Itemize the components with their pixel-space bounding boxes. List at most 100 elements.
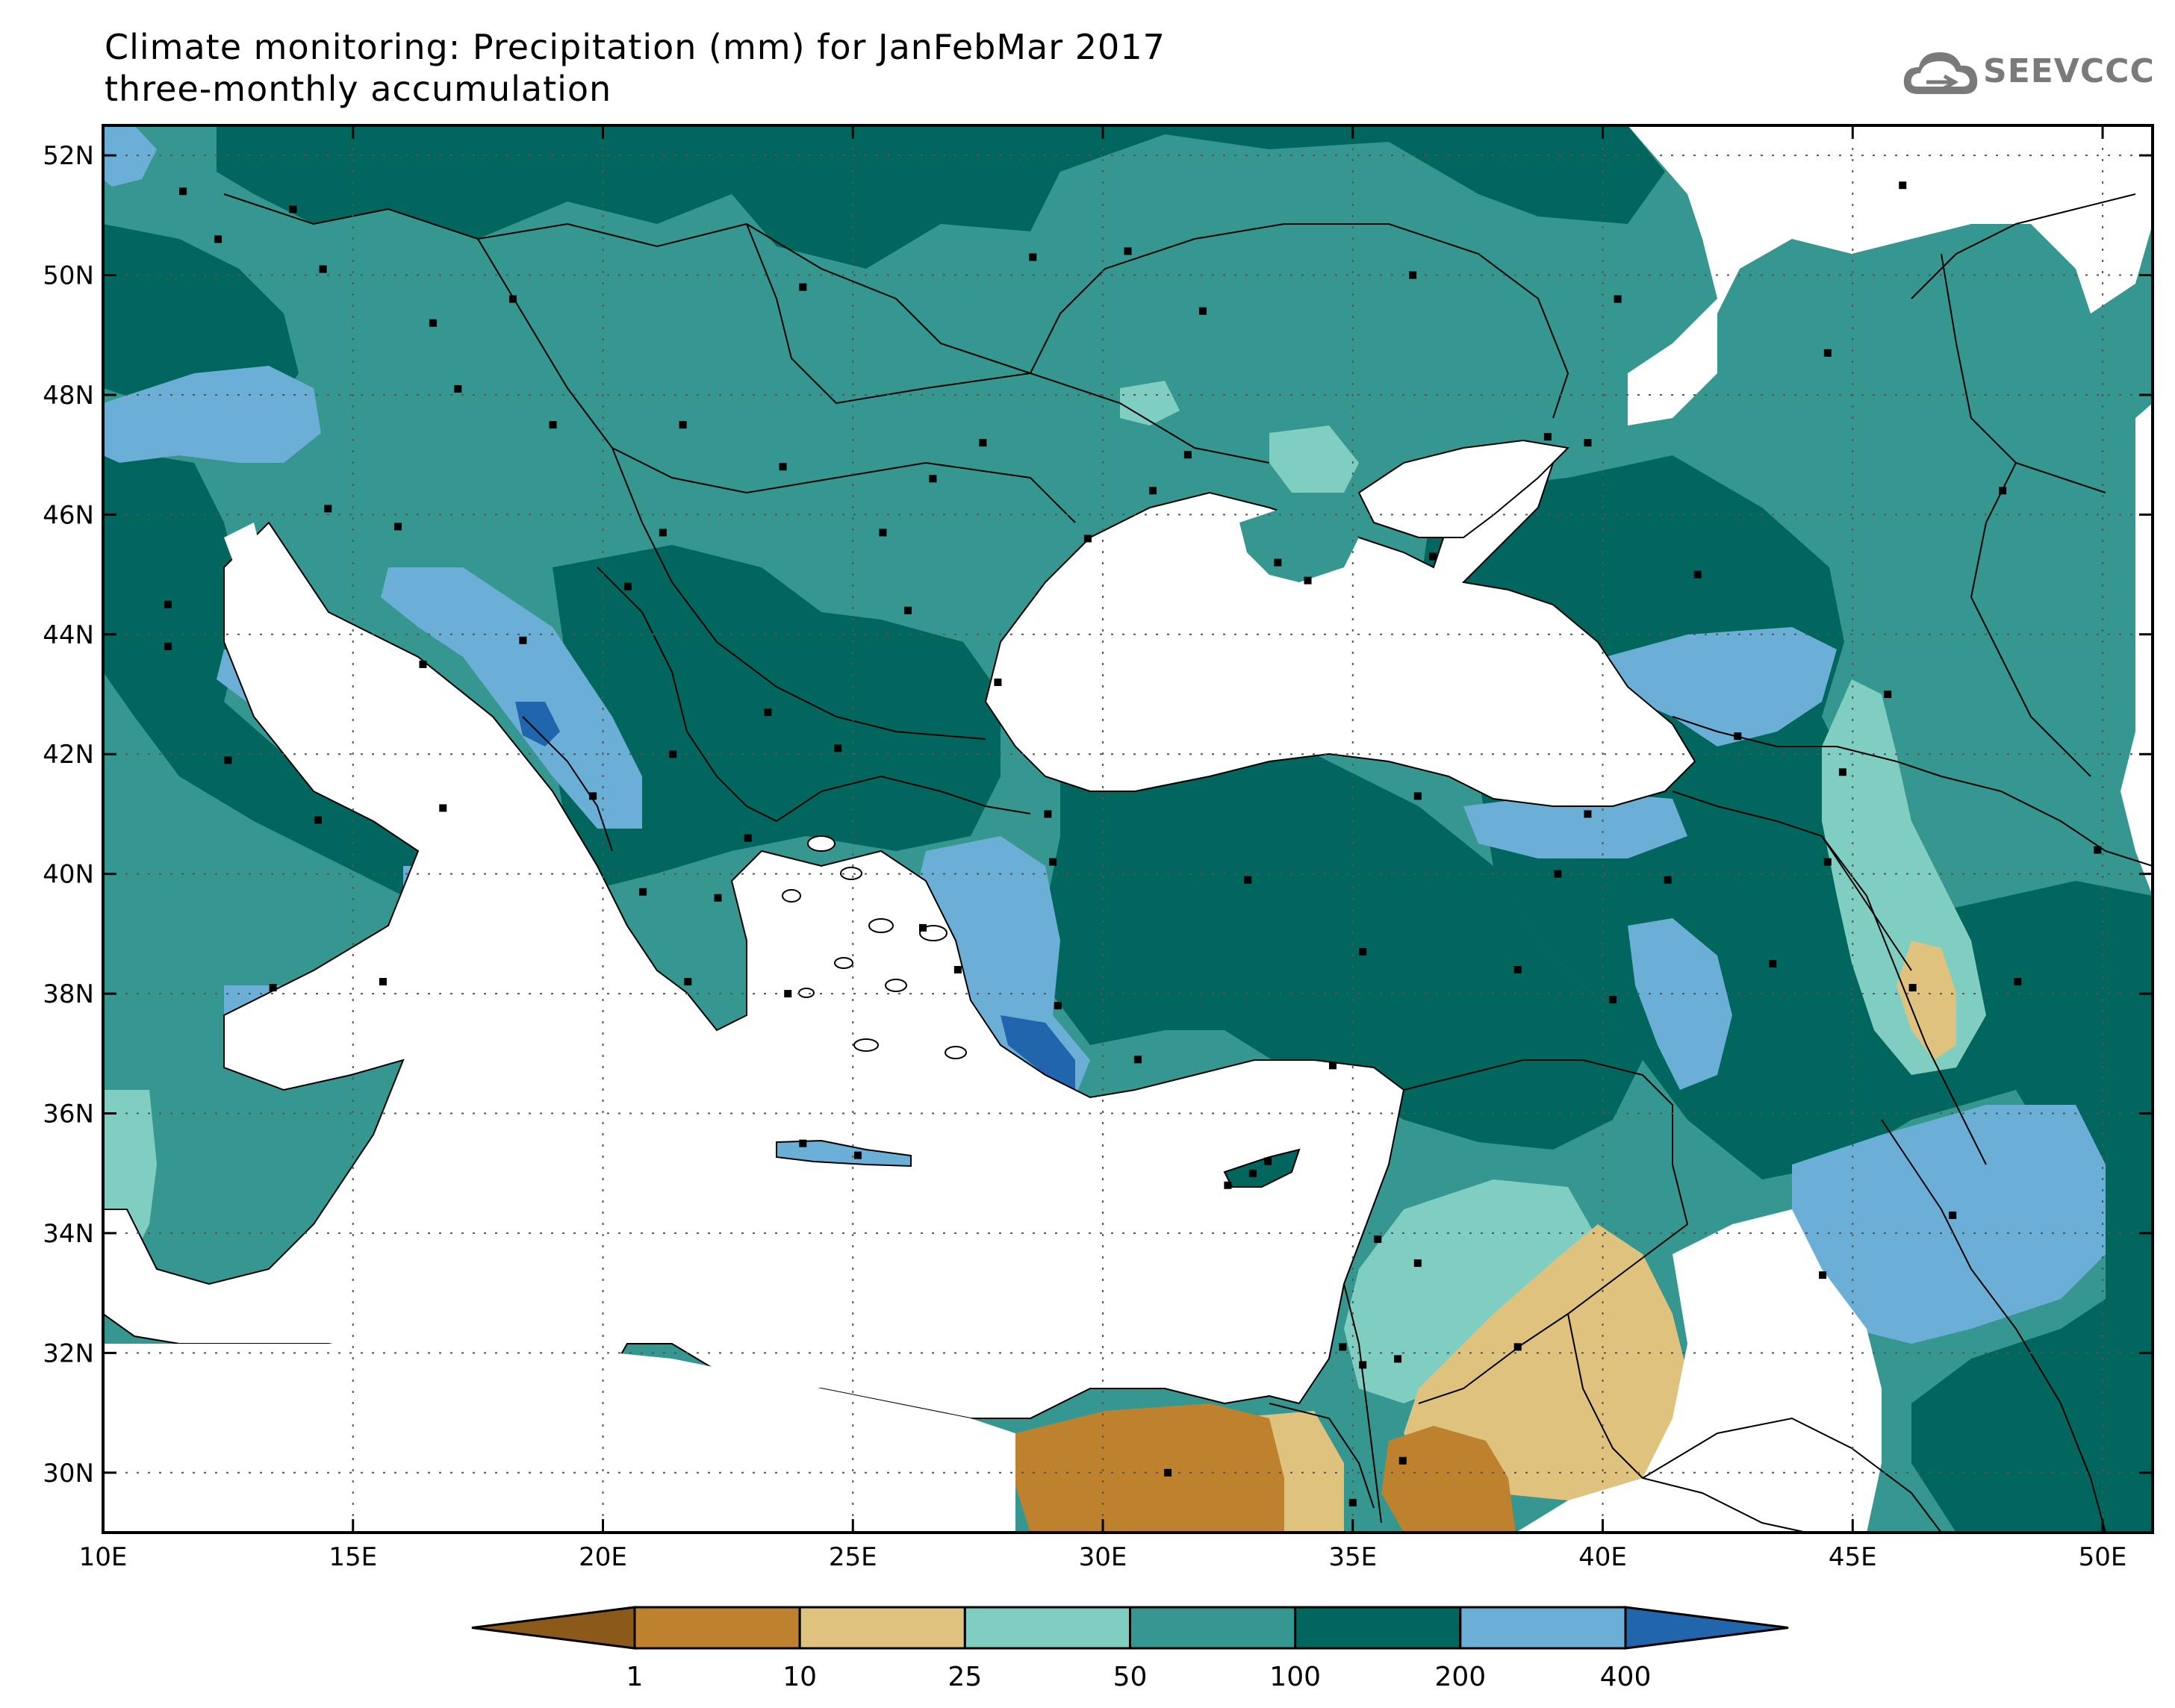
station-marker xyxy=(1908,984,1917,992)
station-marker xyxy=(1608,996,1617,1004)
station-marker xyxy=(1513,966,1522,973)
lon-tick-label: 30E xyxy=(1079,1542,1127,1572)
colorbar-label: 50 xyxy=(1113,1662,1148,1692)
field-25-50-levant xyxy=(1344,1179,1598,1403)
lat-tick-label: 50N xyxy=(43,261,94,291)
field-100-200-italy xyxy=(103,448,553,941)
mediterranean-sea xyxy=(103,521,1405,1465)
station-marker xyxy=(1348,1498,1357,1506)
station-marker xyxy=(1054,1002,1062,1010)
station-marker xyxy=(214,235,222,243)
lat-tick-label: 34N xyxy=(43,1219,94,1249)
field-100-200-balkans xyxy=(553,545,1001,888)
station-marker xyxy=(684,978,692,986)
field-1-10-egypt xyxy=(1015,1403,1284,1533)
station-marker xyxy=(1044,810,1052,818)
field-100-200-caspian xyxy=(1911,881,2153,1533)
station-marker xyxy=(1148,487,1157,495)
station-marker xyxy=(1339,1343,1347,1351)
station-marker xyxy=(953,966,962,973)
iraq-nodata xyxy=(1516,1209,1882,1533)
station-marker xyxy=(439,804,447,812)
station-marker xyxy=(779,463,787,471)
station-marker xyxy=(1428,552,1437,561)
station-marker xyxy=(1198,307,1207,315)
station-marker xyxy=(1359,1361,1367,1369)
station-marker xyxy=(1224,1181,1232,1189)
station-marker xyxy=(1183,451,1192,459)
station-marker xyxy=(994,678,1002,686)
station-marker xyxy=(919,923,927,932)
lat-tick-label: 36N xyxy=(43,1100,94,1129)
station-marker xyxy=(269,984,277,992)
station-marker xyxy=(324,505,332,513)
station-marker xyxy=(1394,1355,1402,1363)
station-marker xyxy=(2014,978,2022,986)
station-marker xyxy=(799,1139,807,1147)
lat-tick-label: 46N xyxy=(43,500,94,530)
station-marker xyxy=(979,439,987,447)
station-marker xyxy=(1554,870,1562,878)
lat-tick-label: 52N xyxy=(43,141,94,171)
lat-tick-label: 38N xyxy=(43,979,94,1009)
station-marker xyxy=(799,283,807,291)
lon-tick-label: 10E xyxy=(79,1542,128,1572)
station-marker xyxy=(1374,1235,1382,1243)
station-marker xyxy=(1083,534,1092,543)
field-1-10-jordan xyxy=(1381,1426,1516,1533)
station-marker xyxy=(1413,792,1422,800)
station-marker xyxy=(879,529,887,537)
station-marker xyxy=(1244,876,1252,884)
station-marker xyxy=(1949,1211,1957,1219)
station-marker xyxy=(419,660,427,668)
axis-labels: 10E 15E 20E 25E 30E 35E 40E 45E 50E 30N 32N 34N 36N 3… xyxy=(43,141,2126,1572)
colorbar-label: 10 xyxy=(782,1662,817,1692)
station-marker xyxy=(639,888,647,896)
lat-tick-label: 30N xyxy=(43,1459,94,1489)
station-marker xyxy=(764,708,772,717)
lon-tick-label: 15E xyxy=(329,1542,377,1572)
axis-ticks xyxy=(102,125,2153,1533)
lon-tick-label: 35E xyxy=(1328,1542,1377,1572)
station-marker xyxy=(1614,295,1622,303)
station-marker xyxy=(1049,858,1057,866)
country-borders xyxy=(223,193,2153,1533)
station-marker xyxy=(394,523,402,531)
logo-text: SEEVCCC xyxy=(1983,52,2155,90)
station-marker xyxy=(1734,732,1742,741)
station-marker xyxy=(1823,858,1832,866)
crimea-land xyxy=(1239,508,1359,582)
station-marker xyxy=(1513,1343,1522,1351)
station-marker xyxy=(1584,439,1592,447)
station-marker xyxy=(1999,487,2007,495)
field-200-400-iraq xyxy=(103,125,157,187)
station-marker xyxy=(1769,959,1777,967)
station-marker xyxy=(679,421,687,429)
station-marker xyxy=(1304,576,1312,585)
azov-sea xyxy=(1357,439,1570,538)
colorbar-box xyxy=(1129,1606,1297,1650)
map-title: Climate monitoring: Precipitation (mm) f… xyxy=(105,27,1166,67)
station-marker xyxy=(623,582,632,590)
field-gt400-antalya xyxy=(1001,1015,1075,1090)
station-marker xyxy=(1248,1169,1257,1177)
station-marker xyxy=(1584,810,1592,818)
map-frame xyxy=(102,124,2154,1534)
station-marker xyxy=(1263,1157,1272,1165)
lat-tick-label: 44N xyxy=(43,620,94,650)
field-gt400-montenegro xyxy=(515,702,560,747)
station-marker xyxy=(714,894,722,902)
lat-tick-label: 48N xyxy=(43,381,94,411)
station-marker xyxy=(1029,253,1037,261)
colorbar-box xyxy=(798,1606,966,1650)
station-marker xyxy=(1124,247,1132,255)
cyprus-land xyxy=(1223,1148,1301,1188)
station-marker xyxy=(319,265,327,273)
field-100-200-anatolia xyxy=(1045,747,1643,1150)
colorbar-box xyxy=(963,1606,1132,1650)
station-marker xyxy=(164,600,172,608)
station-marker xyxy=(379,978,387,986)
station-marker xyxy=(744,834,752,842)
colorbar-labels: 1 10 25 50 100 200 400 xyxy=(626,1662,1652,1692)
station-markers xyxy=(164,181,2102,1506)
